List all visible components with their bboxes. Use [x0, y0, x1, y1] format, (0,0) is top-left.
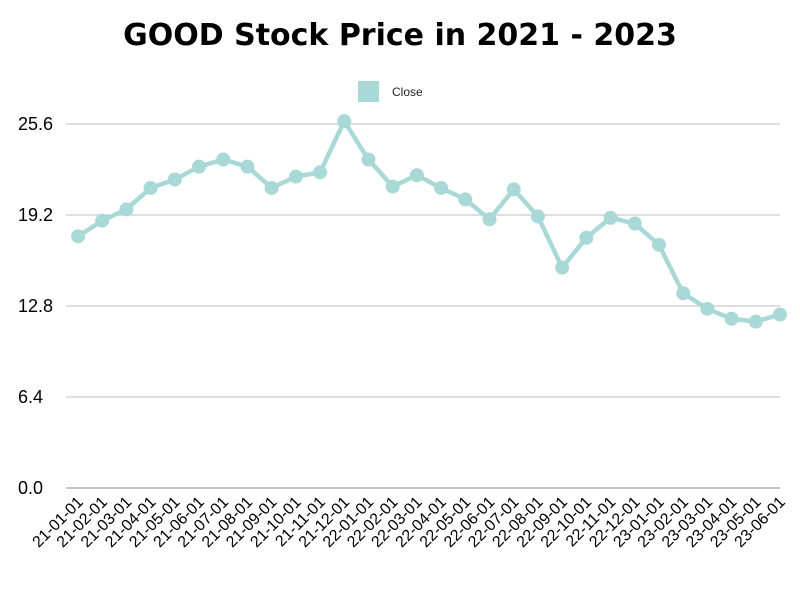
data-point	[361, 152, 376, 167]
data-point	[773, 307, 787, 322]
data-point	[288, 169, 303, 184]
y-tick-label: 6.4	[18, 387, 43, 407]
data-point	[627, 216, 642, 231]
data-point	[482, 212, 497, 227]
data-point	[240, 159, 255, 174]
legend-label-close: Close	[392, 84, 423, 99]
data-point	[119, 202, 134, 217]
data-point	[506, 182, 521, 197]
y-axis-ticks: 0.0 6.4 12.8 19.2 25.6	[18, 114, 53, 498]
data-point	[700, 301, 715, 316]
chart-title: GOOD Stock Price in 2021 - 2023	[123, 18, 677, 53]
y-tick-label: 0.0	[18, 478, 43, 498]
data-point	[192, 159, 207, 174]
y-tick-label: 25.6	[18, 114, 53, 134]
data-point	[748, 314, 763, 329]
x-axis-ticks: 21-01-0121-02-0121-03-0121-04-0121-05-01…	[30, 494, 789, 551]
data-point	[385, 179, 400, 194]
data-point	[724, 311, 739, 326]
data-point	[676, 286, 691, 301]
series-close	[71, 114, 787, 329]
data-point	[313, 165, 328, 180]
data-point	[409, 168, 424, 183]
legend-swatch	[358, 81, 379, 102]
grid-lines	[66, 123, 780, 489]
data-point	[71, 229, 85, 244]
data-point	[264, 180, 279, 195]
data-point	[95, 213, 110, 228]
data-point	[651, 237, 666, 252]
data-point	[530, 209, 545, 224]
legend: Close	[358, 81, 423, 102]
data-point	[216, 152, 231, 167]
data-point	[579, 230, 594, 245]
data-point	[458, 192, 473, 207]
data-point	[603, 210, 618, 225]
data-point	[434, 180, 449, 195]
data-point	[337, 114, 352, 129]
y-tick-label: 12.8	[18, 296, 53, 316]
data-point	[167, 172, 182, 187]
y-tick-label: 19.2	[18, 205, 53, 225]
data-point	[143, 180, 158, 195]
data-point	[555, 260, 570, 275]
series-line-close	[76, 118, 781, 324]
